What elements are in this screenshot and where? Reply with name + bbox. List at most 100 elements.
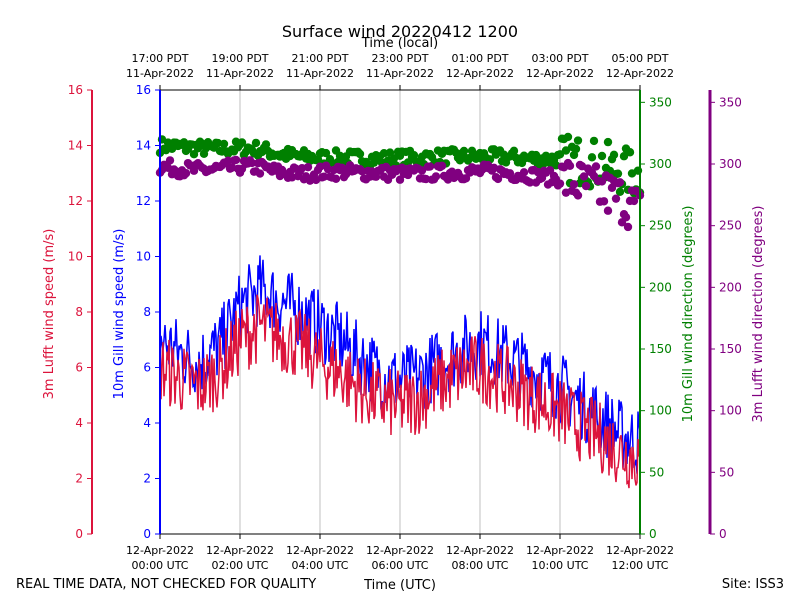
series-3m-lufft-wind-direction — [155, 155, 645, 232]
direction-point — [331, 174, 341, 184]
y-tick-label: 100 — [649, 404, 672, 418]
direction-point — [573, 191, 583, 200]
y-tick-label: 16 — [136, 83, 151, 97]
top-tick-date-label: 12-Apr-2022 — [446, 67, 514, 80]
top-tick-date-label: 11-Apr-2022 — [286, 67, 354, 80]
x-tick-time-label: 10:00 UTC — [531, 559, 588, 572]
y-tick-label: 300 — [649, 157, 672, 171]
series-line-3m-lufft-wind-speed — [159, 294, 641, 489]
direction-point — [619, 152, 629, 161]
y-tick-label: 14 — [136, 139, 151, 153]
y-tick-label: 4 — [75, 416, 83, 430]
y-tick-label: 50 — [649, 465, 664, 479]
y-tick-label: 150 — [649, 342, 672, 356]
x-tick-time-label: 12:00 UTC — [611, 559, 668, 572]
y-axis-label: 10m Gill wind speed (m/s) — [112, 229, 127, 400]
direction-point — [231, 155, 241, 165]
x-tick-date-label: 12-Apr-2022 — [446, 544, 514, 557]
top-tick-date-label: 11-Apr-2022 — [126, 67, 194, 80]
y-tick-label: 100 — [719, 404, 742, 418]
direction-point — [247, 158, 257, 168]
y-tick-label: 250 — [719, 219, 742, 233]
y-tick-label: 0 — [143, 527, 151, 541]
direction-point — [519, 168, 529, 177]
top-tick-time-label: 05:00 PDT — [611, 52, 668, 65]
direction-point — [613, 169, 623, 178]
x-tick-time-label: 06:00 UTC — [371, 559, 428, 572]
direction-point — [597, 177, 607, 186]
direction-point — [571, 144, 581, 154]
y-tick-label: 350 — [649, 95, 672, 109]
y-tick-label: 50 — [719, 465, 734, 479]
top-tick-time-label: 19:00 PDT — [211, 52, 268, 65]
axes-layer: 12-Apr-2022 00:00 UTC 12-Apr-2022 02:00 UTC… — [42, 52, 766, 572]
y-tick-label: 150 — [719, 342, 742, 356]
direction-point — [165, 156, 175, 165]
direction-point — [555, 150, 565, 159]
x-tick-date-label: 12-Apr-2022 — [286, 544, 354, 557]
y-tick-label: 200 — [649, 280, 672, 294]
direction-point — [255, 169, 265, 178]
data-layer — [155, 132, 645, 489]
x-tick-date-label: 12-Apr-2022 — [526, 544, 594, 557]
y-tick-label: 6 — [75, 361, 83, 375]
footer-site-label: Site: ISS3 — [722, 577, 784, 592]
y-tick-label: 10 — [68, 250, 83, 264]
y-tick-label: 6 — [143, 361, 151, 375]
y-tick-label: 0 — [719, 527, 727, 541]
direction-point — [355, 149, 365, 159]
x-tick-time-label: 00:00 UTC — [131, 559, 188, 572]
y-tick-label: 350 — [719, 95, 742, 109]
direction-point — [609, 150, 619, 159]
direction-point — [493, 174, 503, 184]
top-tick-time-label: 03:00 PDT — [531, 52, 588, 65]
direction-point — [237, 138, 247, 147]
direction-point — [603, 206, 613, 215]
y-tick-label: 12 — [68, 194, 83, 208]
direction-point — [565, 161, 575, 171]
direction-point — [425, 162, 435, 171]
y-tick-label: 10 — [136, 250, 151, 264]
direction-point — [319, 172, 329, 181]
direction-point — [431, 172, 441, 181]
y-tick-label: 250 — [649, 219, 672, 233]
x-tick-date-label: 12-Apr-2022 — [206, 544, 274, 557]
y-axis-label: 3m Lufft wind speed (m/s) — [42, 229, 57, 400]
top-tick-date-label: 12-Apr-2022 — [526, 67, 594, 80]
direction-point — [611, 194, 621, 203]
direction-point — [615, 178, 625, 187]
y-tick-label: 0 — [649, 527, 657, 541]
axis-gill-speed: 0 2 4 6 8 10 12 14 16 10m Gill wind speed (m/s) — [112, 83, 161, 541]
y-tick-label: 2 — [75, 472, 83, 486]
direction-point — [303, 162, 313, 172]
direction-point — [189, 149, 199, 159]
direction-point — [357, 166, 367, 176]
x-tick-date-label: 12-Apr-2022 — [606, 544, 674, 557]
x-tick-date-label: 12-Apr-2022 — [126, 544, 194, 557]
direction-point — [607, 183, 617, 192]
y-tick-label: 4 — [143, 416, 151, 430]
top-tick-date-label: 11-Apr-2022 — [366, 67, 434, 80]
direction-point — [589, 136, 599, 146]
direction-point — [569, 180, 579, 189]
x-tick-time-label: 02:00 UTC — [211, 559, 268, 572]
x-tick-time-label: 08:00 UTC — [451, 559, 508, 572]
footer-left-note: REAL TIME DATA, NOT CHECKED FOR QUALITY — [16, 577, 316, 592]
top-tick-time-label: 17:00 PDT — [131, 52, 188, 65]
top-tick-time-label: 23:00 PDT — [371, 52, 428, 65]
direction-point — [625, 148, 635, 157]
direction-point — [603, 137, 613, 147]
top-tick-date-label: 12-Apr-2022 — [606, 67, 674, 80]
x-axis-label: Time (UTC) — [363, 578, 436, 593]
direction-point — [395, 175, 405, 184]
direction-point — [181, 169, 191, 178]
y-tick-label: 2 — [143, 472, 151, 486]
direction-point — [623, 222, 633, 232]
direction-point — [509, 146, 519, 156]
chart-title: Surface wind 20220412 1200 — [282, 22, 518, 41]
direction-point — [525, 178, 535, 187]
y-tick-label: 0 — [75, 527, 83, 541]
top-axis-label: Time (local) — [361, 36, 438, 51]
y-tick-label: 12 — [136, 194, 151, 208]
